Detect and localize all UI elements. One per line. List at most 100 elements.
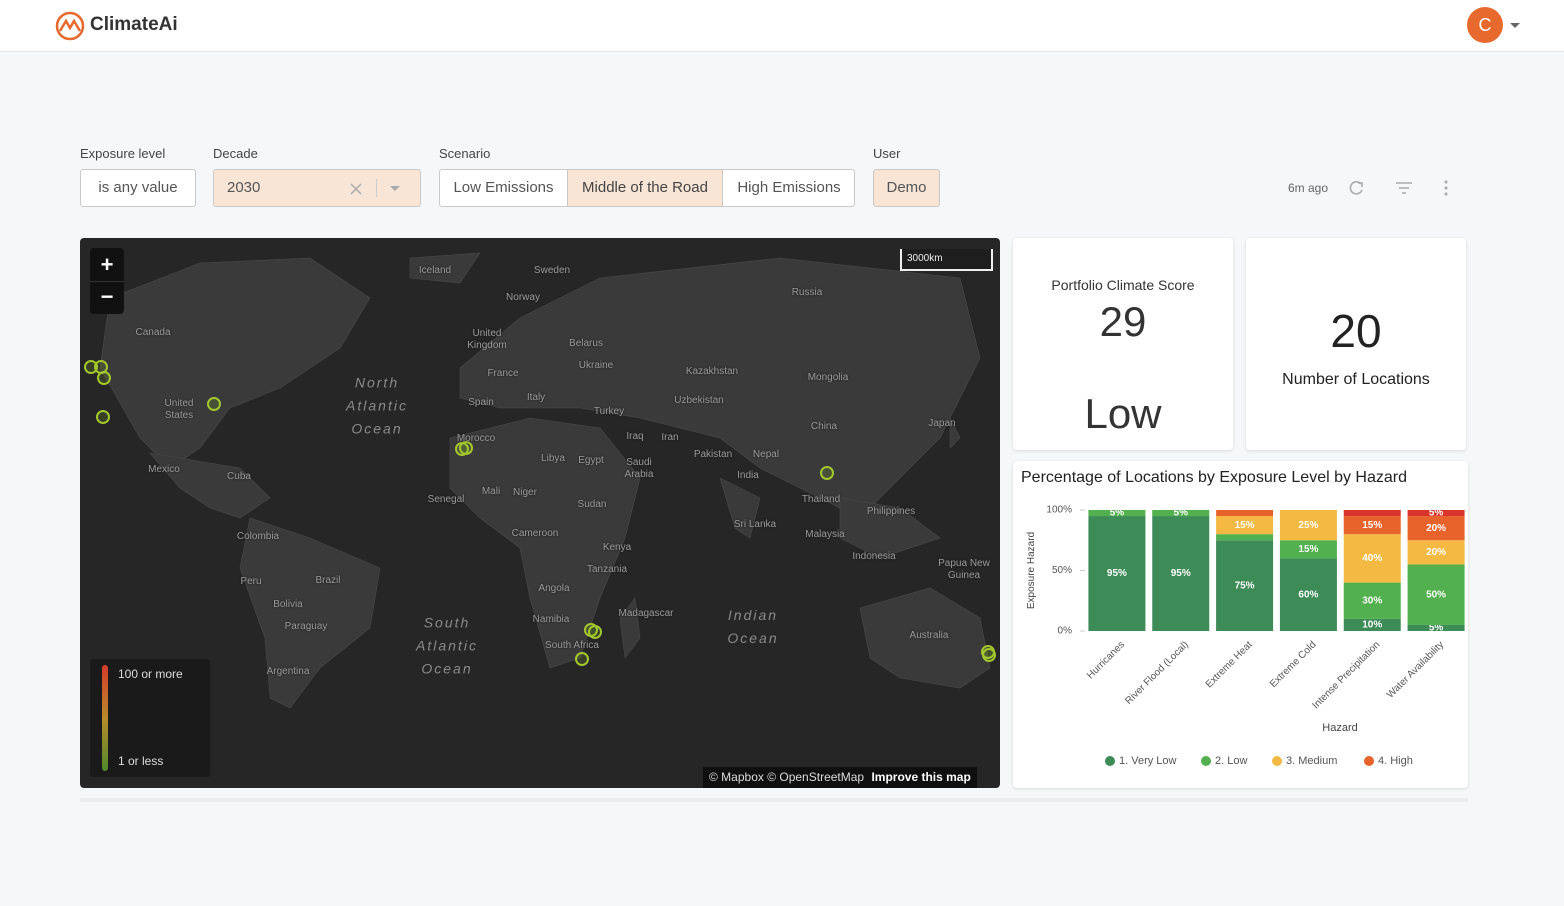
avatar[interactable]: C [1467,7,1503,43]
bar-segment [1152,516,1210,631]
scenario-option[interactable]: High Emissions [737,179,841,196]
map-label: Sweden [533,265,571,276]
map-label: Canada [135,327,171,338]
bar-segment [1343,516,1401,535]
bar-segment [1343,582,1401,619]
map-label: Turkey [593,406,625,417]
x-tick-label: Water Availability [1385,639,1446,700]
data-label: 30% [1362,595,1382,606]
header: ClimateAi C [0,0,1564,52]
map-label: Libya [541,453,565,464]
data-label: 40% [1362,553,1382,564]
map[interactable]: + − 3000km 100 or more 1 or less © Mapbo… [80,238,1000,788]
logo-text[interactable]: ClimateAi [90,14,178,35]
y-axis-label: Exposure Hazard [1026,532,1037,609]
logo-icon[interactable] [55,11,87,41]
map-label: United Kingdom [467,328,507,351]
map-label: Brazil [315,575,341,586]
map-label: Saudi Arabia [624,457,654,480]
location-marker[interactable] [84,360,98,374]
y-tick-label: 0% [1058,626,1073,637]
map-label: Malaysia [805,529,845,540]
map-label: Thailand [801,494,841,505]
map-label: Iran [661,432,679,443]
data-label: 15% [1362,520,1382,531]
map-label: Norway [506,292,540,303]
zoom-out[interactable]: − [100,284,114,309]
data-label: 5% [1429,508,1444,519]
zoom-controls: + − [90,248,124,314]
map-label: Spain [468,397,494,408]
legend-label: 2. Low [1215,755,1247,767]
location-marker[interactable] [96,410,110,424]
filter-label: Exposure level [80,146,166,161]
filter-icon[interactable] [1395,181,1413,195]
map-label: Iceland [418,265,452,276]
filter-label: Decade [213,146,258,161]
zoom-in[interactable]: + [90,248,124,282]
legend-swatch [1272,756,1282,766]
map-label: Nepal [752,449,780,460]
map-label: China [810,421,838,432]
x-axis-label: Hazard [1322,722,1357,734]
map-label: Ukraine [578,360,614,371]
clear-icon[interactable] [349,182,363,196]
map-label: Cameroon [511,528,559,539]
improve-link[interactable]: Improve this map [871,770,971,784]
map-label: Iraq [626,431,644,442]
map-label: Senegal [427,494,465,505]
locations-label: Number of Locations [1282,371,1430,388]
data-label: 10% [1362,620,1382,631]
map-label: South Africa [545,640,599,651]
map-legend: 100 or more 1 or less [90,659,210,777]
map-label: Mexico [148,464,180,475]
exposure-select[interactable]: is any value [80,169,196,207]
legend-swatch [1364,756,1374,766]
avatar-caret[interactable] [1509,22,1521,30]
location-marker[interactable] [207,397,221,411]
data-label: 75% [1235,580,1255,591]
decade-select[interactable]: 2030 [213,169,421,207]
map-land [84,252,996,709]
bar-segment [1407,510,1465,517]
more-icon[interactable] [1441,180,1451,196]
map-label: Morocco [456,433,496,444]
updated-time: 6m ago [1288,181,1329,195]
location-marker[interactable] [982,648,996,662]
x-tick-label: Extreme Cold [1268,639,1319,690]
bar-segment [1216,516,1274,535]
scenario-toggle: Low Emissions Middle of the Road High Em… [439,169,855,207]
map-label: Namibia [532,614,570,625]
location-marker[interactable] [575,652,589,666]
score-card: Portfolio Climate Score 29 Low [1013,238,1233,450]
user-select[interactable]: Demo [873,169,940,207]
scenario-option[interactable]: Middle of the Road [568,170,723,206]
location-marker[interactable] [459,441,473,455]
location-marker[interactable] [820,466,834,480]
chart-title: Percentage of Locations by Exposure Leve… [1021,469,1407,486]
filter-label: Scenario [439,146,491,161]
legend-gradient [102,665,108,771]
map-label: Uzbekistan [674,395,724,406]
location-marker[interactable] [97,371,111,385]
legend-label: 4. High [1378,755,1413,767]
legend-swatch [1201,756,1211,766]
location-marker[interactable] [588,625,602,639]
x-tick-label: Intense Precipitation [1311,639,1383,711]
map-label: Madagascar [618,608,674,619]
data-label: 60% [1298,589,1318,600]
y-tick-label: 100% [1046,505,1072,516]
scenario-option[interactable]: Low Emissions [440,170,568,206]
x-tick-label: River Flood (Local) [1123,639,1191,707]
score-value: 29 [1099,298,1147,345]
bar-segment [1407,516,1465,541]
refresh-icon[interactable] [1347,179,1365,197]
bar-segment [1152,510,1210,517]
attribution-text[interactable]: © Mapbox © OpenStreetMap [709,770,865,784]
bar-segment [1407,564,1465,625]
map-label: Japan [928,418,956,429]
bar-segment [1407,540,1465,565]
bar-segment [1279,558,1337,631]
map-label: Argentina [266,666,310,677]
caret[interactable] [389,185,401,193]
